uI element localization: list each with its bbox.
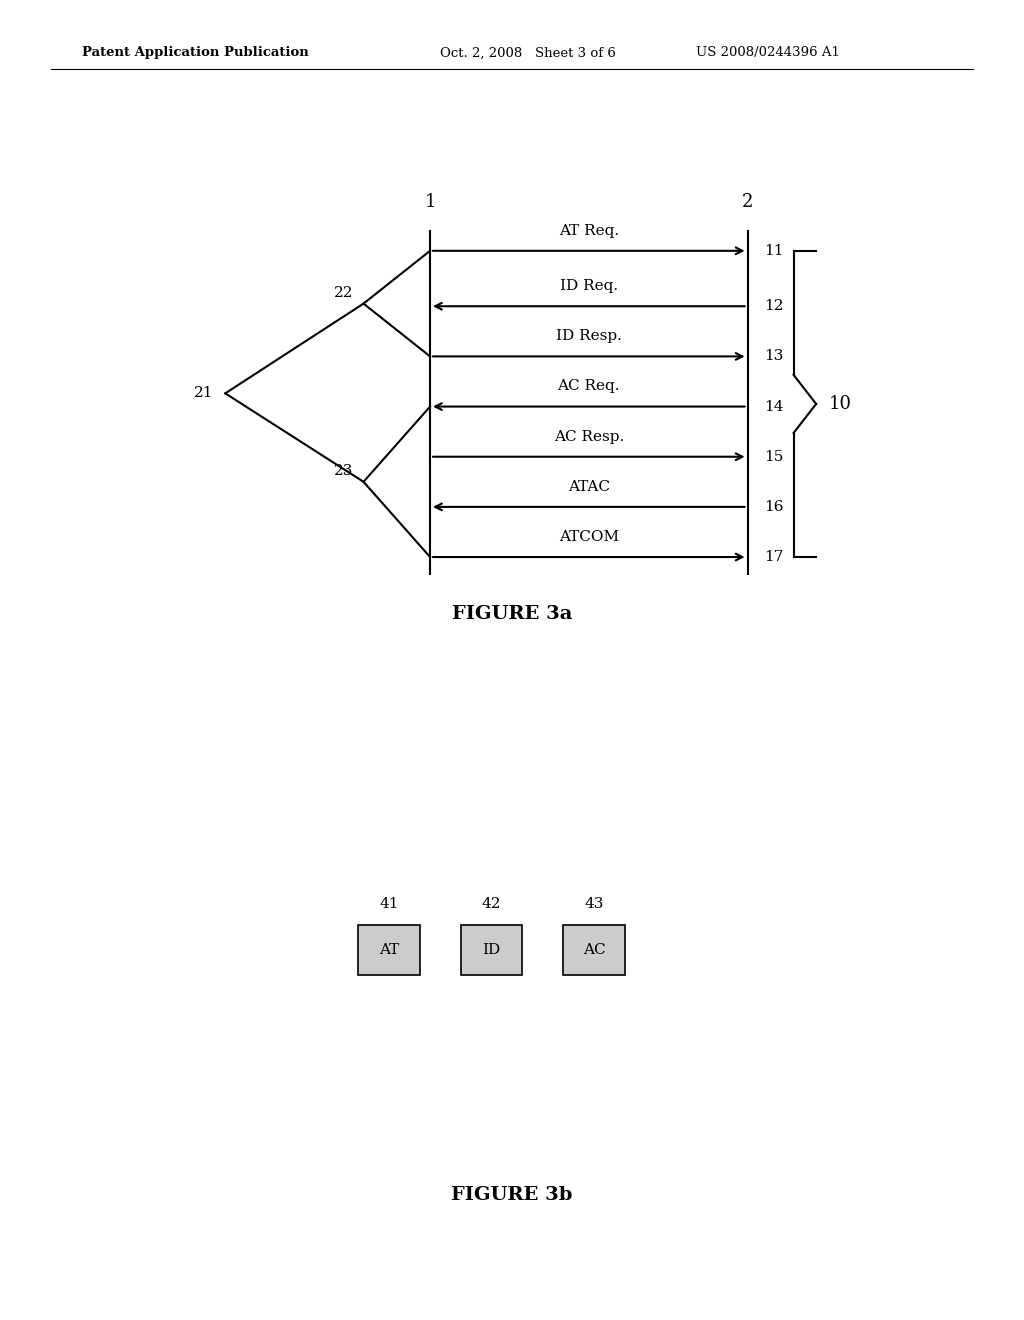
Text: 11: 11 bbox=[764, 244, 783, 257]
Text: US 2008/0244396 A1: US 2008/0244396 A1 bbox=[696, 46, 841, 59]
Text: ATCOM: ATCOM bbox=[559, 529, 618, 544]
Text: 43: 43 bbox=[585, 896, 603, 911]
Text: ATAC: ATAC bbox=[567, 479, 610, 494]
Text: AC Resp.: AC Resp. bbox=[554, 429, 624, 444]
Text: FIGURE 3b: FIGURE 3b bbox=[452, 1185, 572, 1204]
Text: ID Req.: ID Req. bbox=[560, 279, 617, 293]
Bar bbox=[461, 925, 522, 975]
Text: Oct. 2, 2008   Sheet 3 of 6: Oct. 2, 2008 Sheet 3 of 6 bbox=[440, 46, 616, 59]
Text: 10: 10 bbox=[828, 395, 851, 413]
Text: 16: 16 bbox=[764, 500, 783, 513]
Text: 15: 15 bbox=[764, 450, 783, 463]
Text: 2: 2 bbox=[741, 193, 754, 211]
Text: ID Resp.: ID Resp. bbox=[556, 329, 622, 343]
Text: AT: AT bbox=[379, 944, 399, 957]
Text: AT Req.: AT Req. bbox=[559, 223, 618, 238]
Text: 42: 42 bbox=[481, 896, 502, 911]
Text: 41: 41 bbox=[379, 896, 399, 911]
Bar bbox=[358, 925, 420, 975]
Text: 23: 23 bbox=[334, 465, 353, 478]
Text: 14: 14 bbox=[764, 400, 783, 413]
Text: 21: 21 bbox=[194, 387, 213, 400]
Text: FIGURE 3a: FIGURE 3a bbox=[452, 605, 572, 623]
Text: 13: 13 bbox=[764, 350, 783, 363]
Text: AC Req.: AC Req. bbox=[557, 379, 621, 393]
Text: 1: 1 bbox=[424, 193, 436, 211]
Bar bbox=[563, 925, 625, 975]
Text: 17: 17 bbox=[764, 550, 783, 564]
Text: 22: 22 bbox=[334, 286, 353, 300]
Text: 12: 12 bbox=[764, 300, 783, 313]
Text: AC: AC bbox=[583, 944, 605, 957]
Text: ID: ID bbox=[482, 944, 501, 957]
Text: Patent Application Publication: Patent Application Publication bbox=[82, 46, 308, 59]
